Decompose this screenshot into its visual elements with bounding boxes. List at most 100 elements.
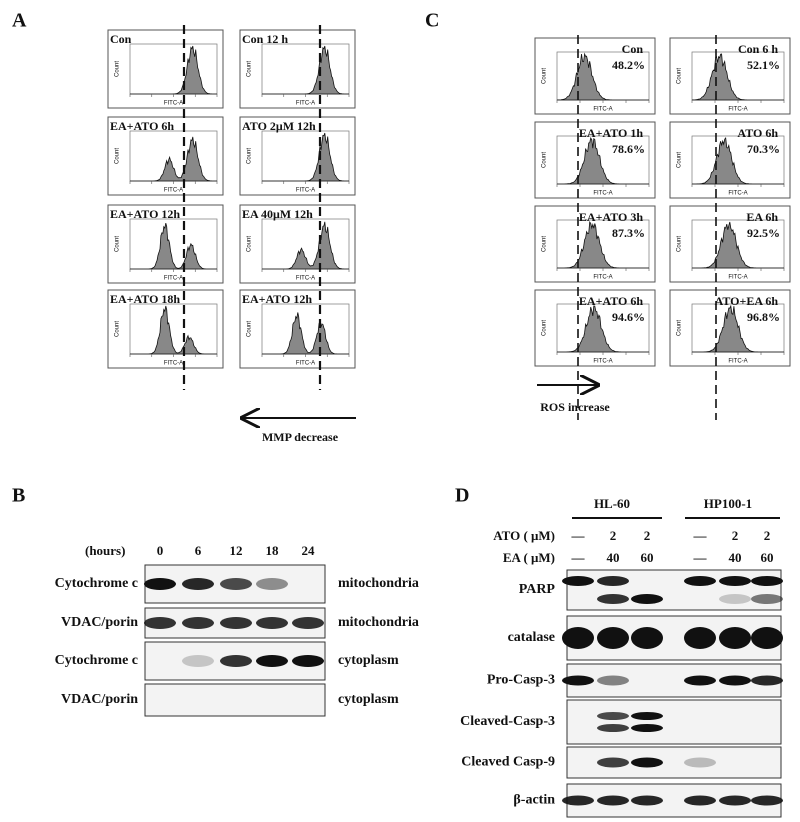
histogram-title: EA+ATO 1h [579,126,643,140]
band [182,655,214,667]
panel-label: A [12,10,27,32]
protein-label: Cleaved-Casp-3 [460,714,555,729]
histogram-title: EA+ATO 6h [579,294,643,308]
histogram-title: ATO 6h [737,126,778,140]
y-axis-label: Count [542,320,548,336]
x-axis-label: FITC-A [593,359,612,365]
y-axis-label: Count [247,61,253,77]
histogram-curve [692,221,784,269]
y-axis-label: Count [247,236,253,252]
cell-line: HP100-1 [704,496,752,511]
histogram-curve [262,132,349,182]
band [597,675,629,686]
band [719,576,751,586]
histogram-title: EA 40μM 12h [242,207,313,221]
band [220,617,252,629]
histogram-curve [557,305,649,353]
histogram-title: Con 12 h [242,32,288,46]
protein-label: β-actin [513,793,555,808]
protein-label: VDAC/porin [61,692,138,707]
blot [566,699,782,745]
time-point: 12 [230,543,243,558]
band [292,617,324,629]
protein-label: VDAC/porin [61,615,138,630]
treatment-label: ATO ( μM) [493,528,555,543]
percent-label: 92.5% [747,226,780,240]
dose: — [693,528,708,543]
band [631,795,663,806]
arrow-label: MMP decrease [262,430,339,444]
histogram-box [107,116,224,196]
band [719,795,751,806]
band [292,655,324,667]
x-axis-label: FITC-A [296,361,315,367]
band [631,712,663,720]
x-axis-label: FITC-A [164,361,183,367]
percent-label: 52.1% [747,58,780,72]
x-axis-label: FITC-A [728,107,747,113]
histogram-title: EA+ATO 3h [579,210,643,224]
band [597,576,629,586]
band [562,576,594,586]
dose: 2 [764,528,771,543]
treatment-label: EA ( μM) [503,550,555,565]
y-axis-label: Count [542,236,548,252]
histogram-curve [556,52,649,101]
histogram-curve [130,222,217,270]
cell-line: HL-60 [594,496,630,511]
band [719,627,751,649]
x-axis-label: FITC-A [296,188,315,194]
x-axis-label: FITC-A [593,191,612,197]
band [597,757,629,768]
histogram-box [239,29,356,109]
band [751,576,783,586]
histogram-title: EA+ATO 12h [110,207,180,221]
x-axis-label: FITC-A [164,101,183,107]
histogram-curve [130,305,217,355]
band [562,627,594,649]
percent-label: 78.6% [612,142,645,156]
band [256,578,288,590]
histogram-curve [692,304,784,353]
histogram-curve [262,45,349,95]
histogram-title: EA 6h [746,210,778,224]
band [684,576,716,586]
histogram-curve [557,220,649,269]
dose: — [693,550,708,565]
histogram-curve [692,137,784,185]
y-axis-label: Count [115,61,121,77]
histogram-title: Con [110,32,132,46]
band [597,795,629,806]
dose: 40 [729,550,742,565]
time-point: 0 [157,543,164,558]
panel-label: B [12,485,25,507]
time-label: (hours) [85,543,125,558]
y-axis-label: Count [677,236,683,252]
protein-label: catalase [508,630,555,645]
fraction-label: mitochondria [338,576,419,591]
percent-label: 96.8% [747,310,780,324]
band [631,757,663,768]
histogram-curve [557,137,649,185]
band [256,655,288,667]
blot [144,683,326,717]
histogram-curve [691,53,784,101]
band [144,617,176,629]
histogram-title: Con 6 h [738,42,778,56]
dose: 2 [610,528,617,543]
dose: — [571,550,586,565]
y-axis-label: Count [677,320,683,336]
blot [566,569,782,611]
band [684,795,716,806]
y-axis-label: Count [115,321,121,337]
band [220,578,252,590]
band [631,594,663,604]
y-axis-label: Count [115,148,121,164]
x-axis-label: FITC-A [296,276,315,282]
band [597,724,629,732]
y-axis-label: Count [115,236,121,252]
arrow-label: ROS increase [540,400,610,414]
x-axis-label: FITC-A [593,275,612,281]
dose: 60 [761,550,774,565]
